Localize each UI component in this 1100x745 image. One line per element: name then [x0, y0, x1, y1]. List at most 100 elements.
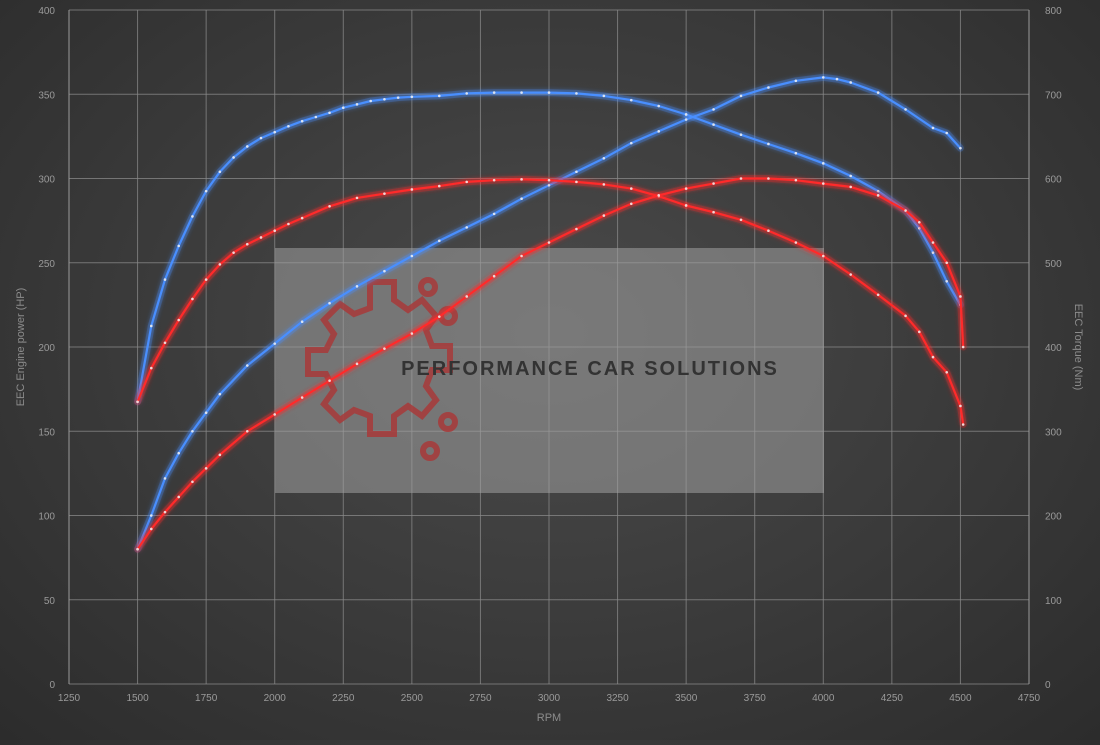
data-point — [767, 142, 770, 146]
data-point — [191, 429, 194, 433]
y-right-tick-label: 600 — [1045, 175, 1062, 186]
data-point — [259, 136, 263, 140]
data-point — [465, 180, 469, 184]
data-point — [821, 162, 825, 165]
y-right-tick-label: 0 — [1045, 680, 1051, 691]
data-point — [492, 178, 496, 182]
data-point — [712, 210, 715, 214]
data-point — [355, 103, 359, 106]
data-point — [287, 124, 290, 128]
axis-titles: RPM EEC Engine power (HP) EEC Torque (Nm… — [15, 288, 1084, 724]
data-point — [547, 178, 551, 182]
data-point — [396, 96, 400, 99]
data-point — [520, 91, 523, 94]
data-point — [328, 301, 331, 305]
data-point — [300, 119, 304, 123]
y-right-tick-label: 500 — [1045, 259, 1062, 270]
data-point — [629, 202, 633, 206]
data-point — [849, 273, 853, 276]
data-point — [931, 241, 935, 244]
data-point — [657, 194, 661, 197]
data-point — [575, 227, 578, 231]
data-point — [465, 92, 469, 95]
y-left-axis-title: EEC Engine power (HP) — [15, 288, 27, 407]
data-point — [273, 413, 277, 416]
data-point — [575, 180, 578, 184]
x-tick-label: 3750 — [744, 693, 767, 704]
data-point — [355, 285, 359, 288]
series-0 — [134, 89, 690, 406]
data-point — [177, 318, 181, 322]
series-2 — [682, 111, 964, 309]
x-tick-label: 3000 — [538, 693, 561, 704]
x-tick-label: 1250 — [58, 693, 81, 704]
y-right-tick-label: 200 — [1045, 512, 1062, 523]
data-point — [739, 218, 743, 222]
data-point — [917, 226, 921, 230]
series-3 — [134, 175, 690, 406]
data-point — [204, 189, 208, 193]
data-point — [437, 94, 441, 98]
y-left-tick-label: 150 — [38, 427, 55, 438]
x-tick-label: 2750 — [469, 693, 492, 704]
data-point — [794, 151, 798, 155]
data-point — [204, 467, 208, 470]
data-point — [794, 79, 798, 83]
data-point — [945, 131, 949, 135]
x-tick-label: 4000 — [812, 693, 835, 704]
data-point — [437, 315, 441, 318]
data-point — [410, 332, 414, 335]
data-point — [300, 320, 304, 324]
x-tick-label: 2250 — [332, 693, 355, 704]
data-point — [437, 184, 441, 188]
data-point — [931, 355, 935, 359]
data-point — [287, 222, 290, 226]
data-point — [273, 130, 277, 134]
data-point — [149, 514, 153, 517]
x-axis-title: RPM — [537, 712, 561, 724]
y-left-tick-label: 200 — [38, 343, 55, 354]
tick-labels: 1250 1500 1750 2000 2250 2500 2750 3000 3250 3500… — [38, 6, 1062, 704]
x-tick-label: 2000 — [264, 693, 287, 704]
data-point — [204, 411, 208, 415]
data-point — [149, 324, 153, 328]
data-point — [232, 251, 235, 254]
data-point — [163, 477, 167, 480]
data-point — [835, 77, 839, 81]
data-point — [712, 108, 715, 111]
data-point — [821, 182, 825, 185]
data-point — [328, 205, 331, 208]
data-point — [917, 330, 921, 334]
data-point — [437, 239, 441, 243]
data-point — [767, 86, 770, 89]
data-point — [163, 341, 167, 345]
x-tick-label: 1750 — [195, 693, 218, 704]
data-point — [492, 274, 496, 278]
data-point — [355, 196, 359, 200]
data-point — [259, 236, 263, 239]
data-point — [369, 99, 373, 103]
data-point — [383, 98, 386, 101]
y-right-tick-label: 400 — [1045, 343, 1062, 354]
data-point — [904, 108, 907, 111]
x-tick-label: 4750 — [1018, 693, 1041, 704]
data-point — [767, 177, 770, 180]
data-point — [383, 192, 386, 195]
data-point — [684, 204, 688, 207]
series — [134, 73, 967, 553]
data-point — [945, 261, 949, 265]
data-point — [177, 495, 181, 499]
x-tick-label: 4500 — [949, 693, 972, 704]
data-point — [602, 214, 606, 217]
data-point — [245, 145, 249, 148]
y-left-tick-label: 250 — [38, 259, 55, 270]
data-point — [959, 146, 962, 150]
data-point — [520, 254, 523, 258]
data-point — [959, 404, 962, 408]
data-point — [657, 130, 661, 133]
data-point — [876, 91, 880, 94]
data-point — [657, 104, 661, 108]
data-point — [300, 216, 304, 220]
